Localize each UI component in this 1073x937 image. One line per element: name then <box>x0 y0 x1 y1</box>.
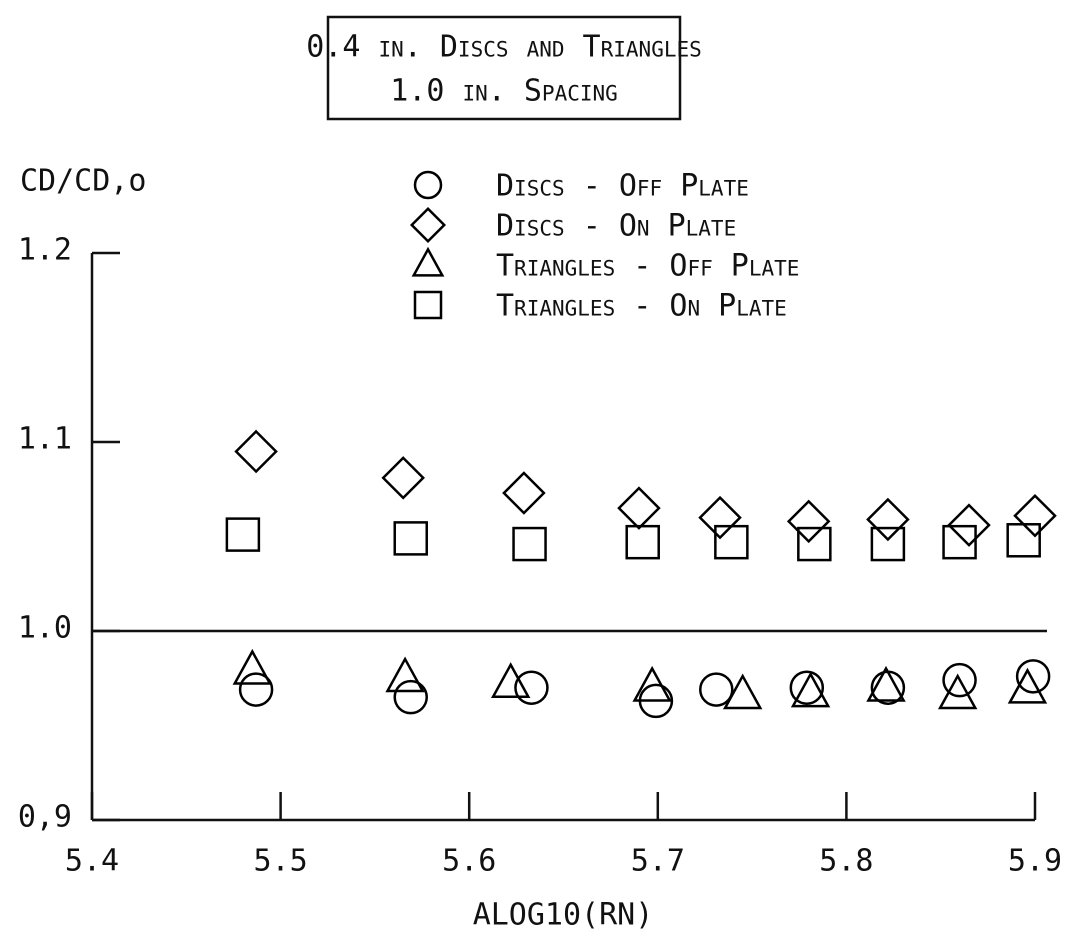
marker-triangle <box>1007 667 1048 704</box>
legend-label: Discs - On Plate <box>496 209 736 244</box>
marker-triangle <box>632 665 672 702</box>
marker-triangle <box>866 665 906 702</box>
marker-circle <box>942 662 977 698</box>
marker-square <box>393 521 428 556</box>
y-tick-label: 1.0 <box>18 611 72 646</box>
x-tick-label: 5.6 <box>442 844 496 879</box>
legend-marker <box>409 206 447 244</box>
y-axis-label: CD/CD,o <box>20 164 146 199</box>
chart-title: 0.4 in. Discs and Triangles <box>306 30 702 65</box>
legend-marker <box>411 246 445 277</box>
marker-diamond <box>381 456 425 500</box>
marker-diamond <box>1013 493 1057 538</box>
marker-diamond <box>502 471 546 515</box>
title-box <box>326 15 682 121</box>
marker-diamond <box>617 486 661 530</box>
legend-label: Triangles - Off Plate <box>496 249 799 284</box>
marker-triangle <box>490 662 531 698</box>
legend-marker <box>413 290 443 320</box>
marker-square <box>714 524 749 560</box>
x-axis-label: ALOG10(RN) <box>473 898 654 933</box>
marker-square <box>512 526 547 562</box>
marker-diamond <box>786 499 831 544</box>
x-tick-label: 5.9 <box>1008 844 1062 879</box>
marker-square <box>225 517 261 552</box>
marker-square <box>625 524 660 560</box>
marker-diamond <box>698 495 742 540</box>
y-tick-label: 0,9 <box>18 800 72 835</box>
marker-circle <box>699 672 734 707</box>
marker-triangle <box>937 673 978 710</box>
marker-circle <box>393 679 428 715</box>
marker-diamond <box>947 503 991 547</box>
marker-square <box>870 526 906 562</box>
marker-diamond <box>866 497 910 542</box>
marker-circle <box>514 670 549 705</box>
x-tick-label: 5.4 <box>65 844 119 879</box>
marker-circle <box>238 672 274 707</box>
marker-triangle <box>385 656 425 693</box>
marker-triangle <box>790 671 831 708</box>
x-tick-label: 5.8 <box>819 844 873 879</box>
marker-triangle <box>232 648 273 685</box>
marker-circle <box>789 670 825 705</box>
legend-label: Discs - Off Plate <box>496 169 749 204</box>
marker-triangle <box>722 673 763 710</box>
marker-circle <box>1015 659 1051 694</box>
x-tick-label: 5.5 <box>254 844 308 879</box>
y-tick-label: 1.2 <box>18 233 72 268</box>
marker-diamond <box>234 429 278 474</box>
x-tick-label: 5.7 <box>631 844 685 879</box>
marker-square <box>1006 523 1041 558</box>
y-tick-label: 1.1 <box>18 422 72 457</box>
chart-title: 1.0 in. Spacing <box>390 74 618 109</box>
legend-label: Triangles - On Plate <box>496 289 787 324</box>
legend-marker <box>413 170 443 200</box>
marker-square <box>797 526 832 562</box>
marker-square <box>942 524 977 560</box>
